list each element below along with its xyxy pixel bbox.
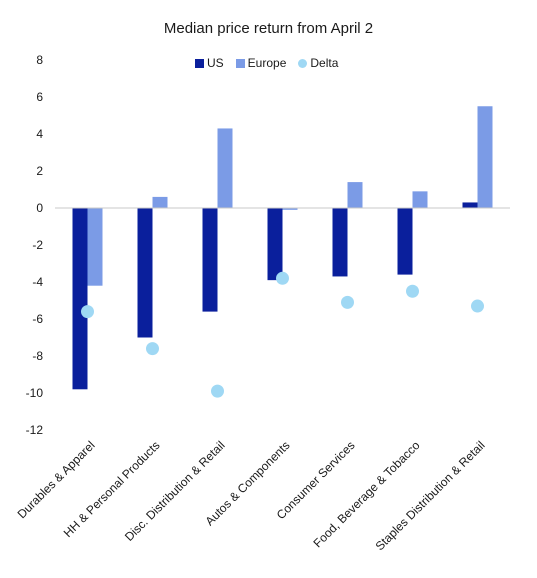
bar-us xyxy=(202,208,218,312)
bar-us xyxy=(137,208,153,338)
x-tick-label: Food, Beverage & Tobacco xyxy=(311,438,423,550)
legend-swatch-europe xyxy=(235,58,245,68)
delta-point xyxy=(146,342,159,356)
x-tick-label: Staples Distribution & Retail xyxy=(373,438,488,553)
bar-europe xyxy=(347,182,363,208)
legend-item-us: US xyxy=(195,56,224,70)
y-tick-label: -10 xyxy=(26,386,44,400)
bar-us xyxy=(267,208,283,281)
legend-label-us: US xyxy=(207,56,224,70)
chart-title: Median price return from April 2 xyxy=(163,20,374,37)
delta-point xyxy=(341,295,354,309)
y-tick-label: -12 xyxy=(26,423,44,437)
legend-dot-delta xyxy=(298,58,308,68)
bar-europe xyxy=(87,208,103,286)
y-tick-label: 2 xyxy=(36,164,43,178)
delta-point xyxy=(276,271,289,285)
y-tick-label: -8 xyxy=(32,349,43,363)
delta-point xyxy=(211,384,224,398)
y-tick-label: -2 xyxy=(32,238,43,252)
bar-us xyxy=(72,208,88,390)
y-tick-label: 4 xyxy=(36,127,43,141)
y-tick-label: 0 xyxy=(36,201,43,215)
y-tick-label: 8 xyxy=(36,53,43,67)
legend: US Europe Delta xyxy=(195,56,350,70)
legend-swatch-us xyxy=(195,58,204,68)
bar-europe xyxy=(412,191,428,208)
legend-label-delta: Delta xyxy=(310,56,339,70)
y-tick-label: -6 xyxy=(32,312,43,326)
legend-item-delta: Delta xyxy=(298,56,338,70)
bar-us xyxy=(332,208,348,277)
delta-point xyxy=(406,284,419,298)
bar-europe xyxy=(217,128,233,208)
bar-europe xyxy=(477,106,493,208)
legend-item-europe: Europe xyxy=(235,56,287,70)
bar-us xyxy=(462,202,478,208)
bar-europe xyxy=(282,208,298,210)
y-tick-label: 6 xyxy=(36,90,43,104)
bar-us xyxy=(397,208,413,275)
y-tick-label: -4 xyxy=(32,275,43,289)
delta-point xyxy=(471,299,484,313)
delta-point xyxy=(81,305,94,319)
bar-europe xyxy=(152,196,168,208)
legend-label-europe: Europe xyxy=(247,56,287,70)
